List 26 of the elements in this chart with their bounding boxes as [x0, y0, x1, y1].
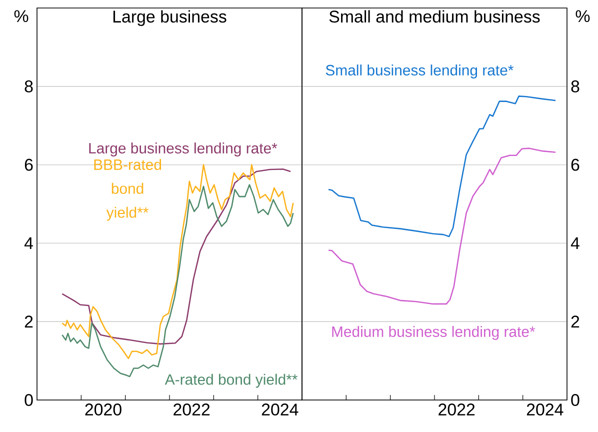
y-tick-label: 6 — [571, 158, 580, 171]
x-tick-label: 2022 — [438, 404, 475, 416]
y-tick-label: 2 — [571, 316, 580, 328]
y-tick-label: 0 — [24, 394, 33, 406]
y-tick-label: 8 — [24, 80, 33, 92]
y-tick-label: 4 — [24, 237, 33, 250]
x-tick-label: 2022 — [174, 404, 210, 416]
y-axis-title: % — [576, 10, 590, 22]
series-label: BBB-rated bond yield** — [94, 159, 162, 221]
series-label: Medium business lending rate* — [332, 326, 536, 340]
y-tick-label: 4 — [570, 237, 580, 250]
series-label: Small business lending rate* — [326, 64, 514, 78]
x-tick-label: 2024 — [526, 404, 564, 416]
series-label: A-rated bond yield** — [164, 374, 298, 388]
y-tick-label: 6 — [24, 158, 33, 171]
series-label: Large business lending rate* — [89, 142, 278, 156]
line-series — [328, 96, 556, 238]
chart-title: Large business — [113, 10, 226, 26]
chart-title: Small and medium business — [329, 10, 540, 23]
y-tick-label: 0 — [571, 394, 580, 406]
y-axis-title: % — [14, 10, 28, 22]
x-tick-label: 2024 — [262, 404, 298, 416]
y-tick-label: 8 — [571, 80, 580, 92]
line-series — [328, 148, 556, 305]
x-tick-label: 2020 — [85, 404, 122, 416]
y-tick-label: 2 — [24, 316, 33, 328]
